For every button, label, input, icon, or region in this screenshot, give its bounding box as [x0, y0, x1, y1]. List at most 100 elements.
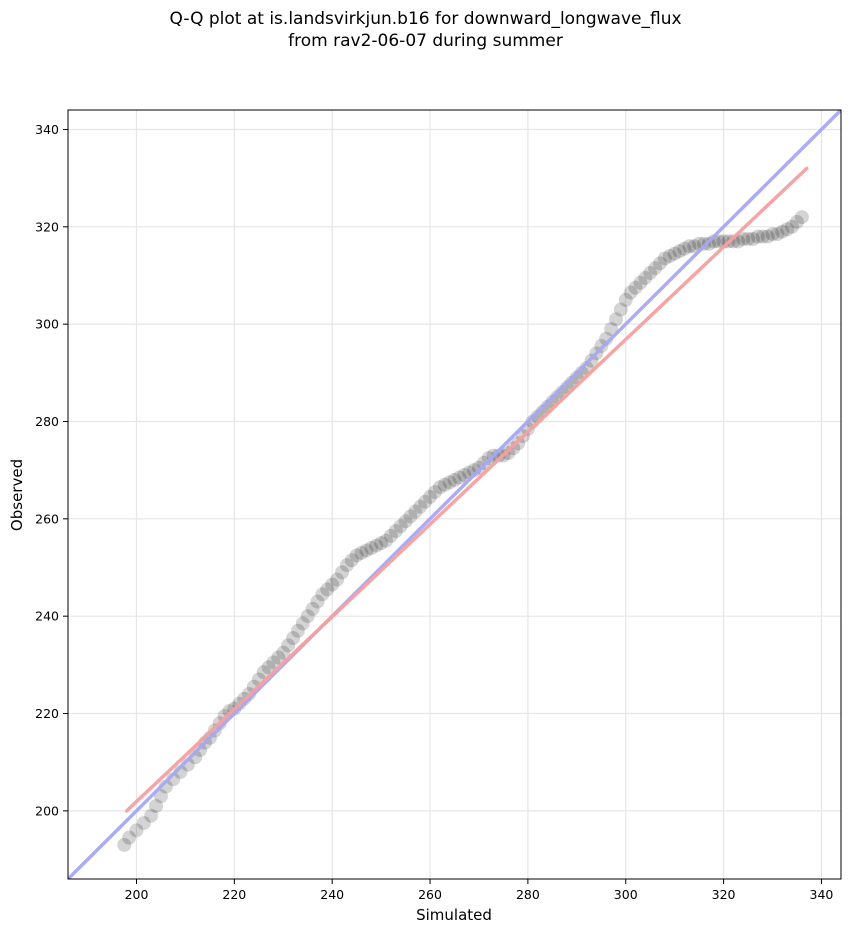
y-tick-label: 280 [35, 414, 59, 429]
data-point [618, 292, 633, 307]
x-tick-label: 220 [222, 887, 246, 902]
data-point [418, 494, 433, 509]
x-tick-label: 320 [712, 887, 736, 902]
data-point [613, 302, 628, 317]
x-tick-label: 200 [125, 887, 149, 902]
data-point [432, 480, 447, 495]
data-points [117, 210, 809, 852]
y-tick-label: 320 [35, 219, 59, 234]
data-point [760, 229, 775, 244]
data-point [755, 229, 770, 244]
data-point [437, 477, 452, 492]
y-tick-label: 300 [35, 317, 59, 332]
data-point [261, 660, 276, 675]
data-point [604, 322, 619, 337]
data-point [330, 572, 345, 587]
data-point [667, 246, 682, 261]
data-point [388, 524, 403, 539]
data-point [765, 227, 780, 242]
reference-line-blue [68, 110, 841, 879]
data-point [281, 638, 296, 653]
data-point [290, 623, 305, 638]
y-tick-label: 260 [35, 511, 59, 526]
data-point [452, 470, 467, 485]
data-point [628, 280, 643, 295]
data-point [354, 545, 369, 560]
data-point [657, 251, 672, 266]
data-point [349, 548, 364, 563]
data-point [374, 536, 389, 551]
data-point [393, 519, 408, 534]
chart-title-line2: from rav2-06-07 during summer [288, 31, 563, 51]
data-point [325, 577, 340, 592]
data-point [300, 609, 315, 624]
data-point [672, 244, 687, 259]
data-point [295, 616, 310, 631]
data-point [305, 601, 320, 616]
data-point [359, 543, 374, 558]
y-tick-label: 220 [35, 706, 59, 721]
data-point [413, 499, 428, 514]
data-point [286, 631, 301, 646]
x-tick-label: 240 [320, 887, 344, 902]
x-tick-label: 280 [516, 887, 540, 902]
data-point [315, 587, 330, 602]
data-point [780, 222, 795, 237]
data-point [652, 256, 667, 271]
data-point [643, 266, 658, 281]
grid [68, 110, 841, 879]
data-point [423, 489, 438, 504]
data-point [144, 808, 159, 823]
data-point [136, 816, 151, 831]
data-point [687, 239, 702, 254]
data-point [442, 475, 457, 490]
data-point [427, 485, 442, 500]
data-point [633, 275, 648, 290]
y-tick-label: 240 [35, 609, 59, 624]
data-point [785, 219, 800, 234]
data-point [775, 224, 790, 239]
data-point [117, 837, 132, 852]
y-axis-label: Observed [8, 459, 26, 531]
data-point [398, 514, 413, 529]
data-point [403, 509, 418, 524]
data-point [310, 594, 325, 609]
y-tick-label: 340 [35, 122, 59, 137]
data-point [364, 541, 379, 556]
x-axis-label: Simulated [416, 906, 492, 924]
data-point [276, 645, 291, 660]
data-point [736, 231, 751, 246]
chart-title-line1: Q-Q plot at is.landsvirkjun.b16 for down… [169, 9, 682, 29]
data-point [339, 558, 354, 573]
data-point [677, 241, 692, 256]
data-point [770, 227, 785, 242]
data-point [789, 214, 804, 229]
x-tick-label: 300 [614, 887, 638, 902]
data-point [457, 468, 472, 483]
data-point [344, 553, 359, 568]
data-point [501, 446, 516, 461]
data-point [623, 285, 638, 300]
data-point [149, 798, 164, 813]
plot-frame [67, 109, 842, 880]
data-point [271, 650, 286, 665]
data-point [608, 312, 623, 327]
data-point [408, 504, 423, 519]
data-point [153, 789, 168, 804]
data-point [447, 472, 462, 487]
data-point [379, 533, 394, 548]
data-point [794, 210, 809, 225]
data-point [369, 538, 384, 553]
data-point [266, 655, 281, 670]
data-point [726, 234, 741, 249]
x-tick-label: 340 [810, 887, 834, 902]
data-point [711, 234, 726, 249]
data-point [745, 231, 760, 246]
data-point [638, 270, 653, 285]
data-point [320, 582, 335, 597]
data-point [648, 261, 663, 276]
data-point [662, 249, 677, 264]
data-point [334, 565, 349, 580]
x-axis-ticks: 200 220 240 260 280 300 320 340 [125, 879, 834, 902]
